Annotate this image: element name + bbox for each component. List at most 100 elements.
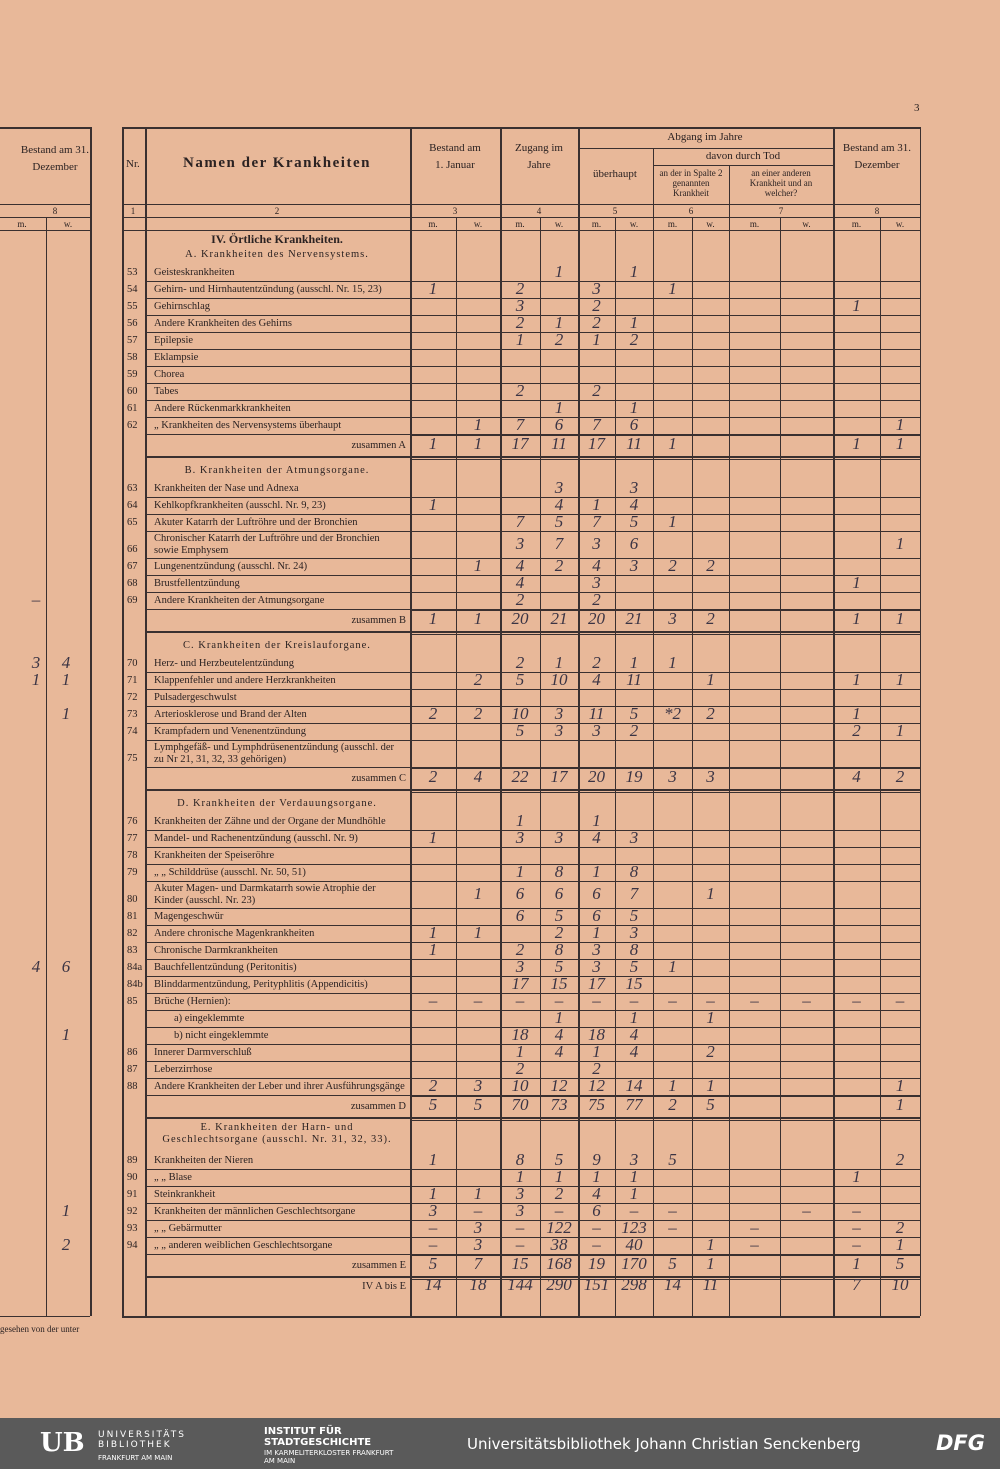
sex-label: w. — [473, 219, 483, 229]
cell-value: 1 — [515, 329, 525, 349]
row-name: Epilepsie — [154, 335, 194, 346]
cell-value: 21 — [625, 609, 643, 628]
cell-value: 298 — [621, 1275, 647, 1294]
cell-value: 3 — [515, 1200, 525, 1220]
rule — [122, 230, 920, 231]
cell-value: 3 — [515, 1183, 525, 1203]
row-name: b) nicht eingeklemmte — [174, 1030, 269, 1041]
cell-value: 2 — [895, 767, 905, 786]
row-name: Magengeschwür — [154, 911, 224, 922]
row-name: Andere Krankheiten der Leber und ihrer A… — [154, 1081, 405, 1092]
cell-value: 3 — [428, 1200, 438, 1220]
cell-value: 1 — [428, 434, 438, 453]
row-name: Steinkrankheit — [154, 1189, 216, 1200]
cell-value: 1 — [515, 1166, 525, 1186]
cell-value: 8 — [554, 939, 564, 959]
rule — [145, 1220, 920, 1221]
cell-value: 10 — [550, 669, 568, 689]
row-name: Krankheiten der Nieren — [154, 1155, 254, 1166]
cell-value: 2 — [515, 1058, 525, 1078]
prev-page-value: 4 — [31, 956, 41, 976]
cell-value: 3 — [592, 720, 601, 740]
cell-value: 75 — [588, 1095, 605, 1114]
row-name: Brüche (Hernien): — [154, 996, 231, 1007]
row-nr: 55 — [127, 301, 138, 312]
cell-value: 1 — [629, 261, 639, 281]
cell-value: 122 — [546, 1217, 572, 1237]
total-label: zusammen B — [351, 615, 406, 626]
row-nr: 84a — [127, 962, 143, 973]
rule — [145, 531, 920, 532]
cell-value: 3 — [629, 477, 639, 497]
row-nr: 56 — [127, 318, 138, 329]
row-nr: 66 — [127, 544, 138, 555]
cell-value: 2 — [895, 1149, 905, 1169]
cell-value: 17 — [511, 973, 529, 993]
row-nr: 88 — [127, 1081, 138, 1092]
cell-value: – — [750, 1217, 759, 1237]
rule — [0, 217, 90, 218]
cell-value: 7 — [515, 414, 525, 434]
rule — [145, 864, 920, 865]
cell-value: 7 — [592, 414, 601, 434]
rule — [145, 383, 920, 384]
cell-value: 17 — [588, 434, 605, 453]
cell-value: – — [802, 990, 811, 1010]
cell-value: 3 — [592, 939, 601, 959]
col-number: 6 — [688, 206, 694, 216]
cell-value: 1 — [554, 261, 564, 281]
row-name: Geisteskrankheiten — [154, 267, 235, 278]
cell-value: 3 — [473, 1075, 483, 1095]
cell-value: – — [428, 1217, 438, 1237]
cell-value: – — [852, 1234, 861, 1254]
row-name: Kehlkopfkrankheiten (ausschl. Nr. 9, 23) — [154, 500, 326, 511]
row-nr: 78 — [127, 850, 138, 861]
rule — [145, 1078, 920, 1079]
cell-value: 1 — [592, 810, 601, 830]
cell-value: 1 — [592, 861, 601, 881]
cell-value: 5 — [629, 905, 639, 925]
rule — [578, 148, 833, 149]
rule — [145, 1276, 920, 1278]
row-nr: 58 — [127, 352, 138, 363]
cell-value: 3 — [592, 278, 601, 298]
prev-page-value: 6 — [61, 956, 71, 976]
cell-value: 17 — [511, 434, 529, 453]
rule — [145, 1010, 920, 1011]
rule — [410, 1279, 920, 1280]
row-nr: 90 — [127, 1172, 138, 1183]
cell-value: 15 — [550, 973, 568, 993]
cell-value: 7 — [515, 511, 525, 531]
cell-value: – — [852, 1200, 861, 1220]
cell-value: 1 — [428, 827, 438, 847]
col6-header: an der in Spalte 2 genannten Krankheit — [659, 168, 723, 198]
rule — [122, 127, 124, 1316]
rule — [145, 976, 920, 977]
row-name: Brustfellentzündung — [154, 578, 240, 589]
rule — [920, 127, 921, 1316]
cell-value: 1 — [706, 1007, 715, 1027]
cell-value: 1 — [895, 434, 905, 453]
row-name: Herz- und Herzbeutelentzündung — [154, 658, 294, 669]
cell-value: – — [852, 990, 861, 1010]
cell-value: 1 — [554, 1007, 564, 1027]
cell-value: 2 — [706, 609, 715, 628]
cell-value: – — [515, 1217, 525, 1237]
cell-value: 2 — [515, 652, 525, 672]
cell-value: 2 — [592, 312, 601, 332]
rule — [122, 217, 920, 218]
cell-value: 1 — [592, 494, 601, 514]
row-nr: 68 — [127, 578, 138, 589]
cell-value: – — [515, 990, 525, 1010]
rule — [145, 558, 920, 559]
cell-value: – — [554, 990, 564, 1010]
cell-value: 1 — [895, 720, 905, 740]
cell-value: 2 — [706, 555, 715, 575]
sex-label: m. — [851, 219, 862, 229]
cell-value: 5 — [554, 905, 564, 925]
row-name: Innerer Darmverschluß — [154, 1047, 252, 1058]
row-nr: 64 — [127, 500, 138, 511]
rule — [145, 434, 920, 435]
row-name: Andere chronische Magenkrankheiten — [154, 928, 315, 939]
